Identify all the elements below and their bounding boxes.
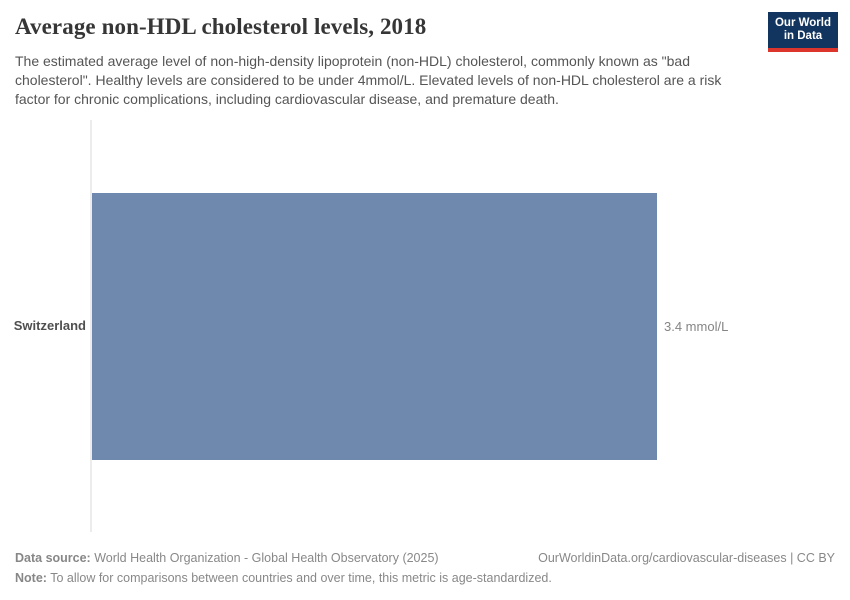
note-text: To allow for comparisons between countri… (46, 571, 552, 585)
footer-row-note: Note: To allow for comparisons between c… (15, 568, 835, 588)
owid-logo[interactable]: Our World in Data (768, 12, 838, 52)
data-source-text: World Health Organization - Global Healt… (90, 551, 439, 565)
owid-logo-line2: in Data (783, 30, 823, 42)
note-label: Note: (15, 571, 47, 585)
bar-chart: Switzerland 3.4 mmol/L (0, 120, 850, 532)
value-label-switzerland: 3.4 mmol/L (664, 319, 729, 334)
chart-subtitle: The estimated average level of non-high-… (15, 53, 722, 107)
y-axis-line (90, 120, 92, 532)
data-source-line: Data source: World Health Organization -… (15, 548, 439, 568)
page-title: Average non-HDL cholesterol levels, 2018 (15, 14, 427, 39)
entity-label-switzerland: Switzerland (13, 318, 86, 333)
owid-logo-line1: Our World (774, 17, 831, 29)
bar-switzerland[interactable] (92, 193, 657, 460)
owid-url-link[interactable]: OurWorldinData.org/cardiovascular-diseas… (538, 551, 835, 565)
data-source-label: Data source: (15, 551, 91, 565)
chart-footer: Data source: World Health Organization -… (15, 548, 835, 588)
footer-row-source: Data source: World Health Organization -… (15, 548, 835, 568)
